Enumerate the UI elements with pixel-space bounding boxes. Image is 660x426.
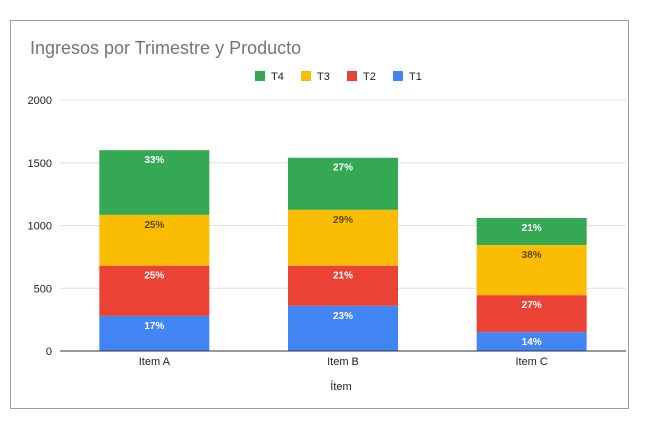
data-label: 33% <box>144 155 164 166</box>
data-label: 29% <box>333 215 353 226</box>
chart-title: Ingresos por Trimestre y Producto <box>30 38 301 58</box>
y-axis: 0 500 1000 1500 2000 <box>28 95 52 358</box>
bar-segment-t3[interactable] <box>476 244 587 296</box>
x-tick-label: Item C <box>515 356 547 368</box>
y-tick-label: 500 <box>34 283 52 295</box>
legend-label: T1 <box>409 71 422 83</box>
x-tick-label: Item B <box>327 356 359 368</box>
y-tick-label: 0 <box>46 346 52 358</box>
data-label: 27% <box>522 300 542 311</box>
data-label: 27% <box>333 163 353 174</box>
data-label: 25% <box>144 220 164 231</box>
bar-segment-t2[interactable] <box>476 295 587 333</box>
bar-segment-t2[interactable] <box>288 265 398 306</box>
bar-segment-t3[interactable] <box>99 214 210 266</box>
bar-segment-t1[interactable] <box>99 315 210 351</box>
legend-swatch-t2 <box>347 71 357 81</box>
bars: 17% 25% 25% 33% 23% 21% 29% 27% 14% 27% 38% 21% <box>99 150 587 351</box>
legend: T4 T3 T2 T1 <box>255 71 422 83</box>
data-label: 25% <box>144 271 164 282</box>
x-axis-title: Ítem <box>330 380 351 393</box>
bar-segment-t2[interactable] <box>99 265 210 316</box>
x-tick-label: Item A <box>139 356 171 368</box>
bar-segment-t1[interactable] <box>476 332 587 351</box>
bar-segment-t4[interactable] <box>99 150 210 215</box>
data-label: 38% <box>522 250 542 261</box>
legend-label: T3 <box>317 71 330 83</box>
legend-label: T2 <box>363 71 376 83</box>
legend-swatch-t1 <box>393 71 403 81</box>
legend-swatch-t3 <box>301 71 311 81</box>
data-label: 17% <box>144 321 164 332</box>
data-label: 21% <box>333 271 353 282</box>
y-tick-label: 1500 <box>28 158 52 170</box>
x-axis: Item A Item B Item C <box>60 350 626 368</box>
y-tick-label: 2000 <box>28 95 52 107</box>
bar-segment-t4[interactable] <box>476 217 587 245</box>
data-label: 14% <box>522 337 542 348</box>
data-label: 23% <box>333 311 353 322</box>
y-tick-label: 1000 <box>28 221 52 233</box>
bar-segment-t4[interactable] <box>288 157 398 210</box>
bar-segment-t3[interactable] <box>288 209 398 266</box>
legend-label: T4 <box>271 71 284 83</box>
data-label: 21% <box>522 223 542 234</box>
legend-swatch-t4 <box>255 71 265 81</box>
bar-segment-t1[interactable] <box>288 305 398 351</box>
